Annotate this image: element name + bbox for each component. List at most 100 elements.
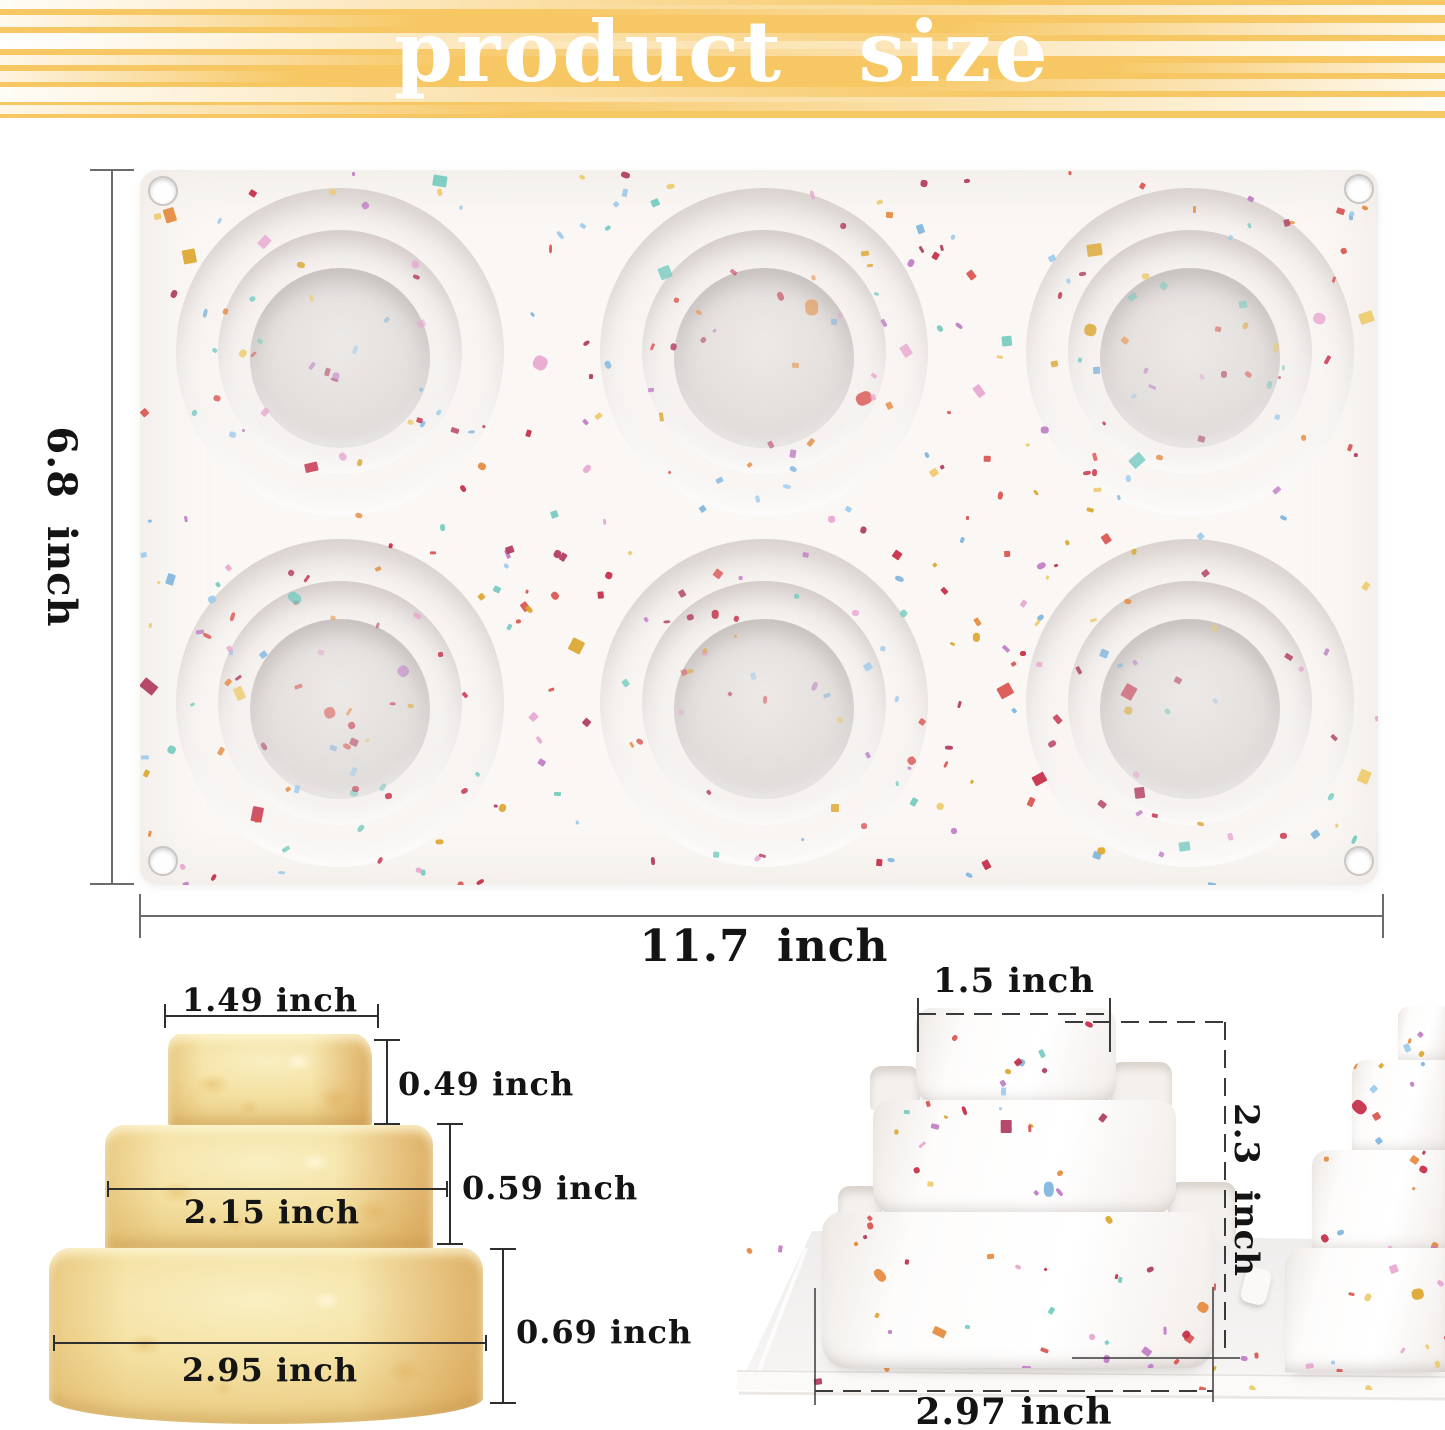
confetti-speck [964, 178, 971, 184]
confetti-speck [972, 383, 986, 398]
mold-cavity [1026, 188, 1354, 516]
confetti-speck [1053, 563, 1060, 569]
confetti-speck [1436, 1278, 1445, 1288]
dome-tier-top [916, 1008, 1116, 1104]
confetti-speck [593, 411, 603, 420]
confetti-speck [1043, 1181, 1054, 1197]
cake-bottom-diameter-label: 2.95 inch [181, 1351, 359, 1389]
confetti-speck [435, 839, 444, 845]
confetti-speck [602, 519, 607, 526]
confetti-speck [1421, 1150, 1427, 1156]
confetti-speck [1138, 182, 1146, 190]
confetti-speck [1374, 714, 1378, 722]
banner-stripe [0, 105, 540, 114]
confetti-speck [903, 1110, 911, 1115]
confetti-speck [1376, 551, 1378, 559]
confetti-speck [946, 410, 952, 415]
confetti-speck [1043, 1267, 1048, 1272]
cavity-floor [1100, 619, 1280, 799]
confetti-speck [552, 549, 562, 560]
confetti-speck [1087, 1332, 1096, 1342]
confetti-speck [928, 467, 940, 478]
confetti-speck [534, 735, 543, 745]
confetti-speck [459, 205, 463, 210]
mold-width-label: 11.7 inch [639, 921, 889, 972]
confetti-speck [1117, 1276, 1123, 1284]
confetti-speck [1103, 1354, 1111, 1363]
confetti-speck [1409, 1081, 1415, 1088]
confetti-speck [1047, 1306, 1056, 1315]
confetti-speck [492, 585, 502, 594]
confetti-speck [983, 455, 991, 462]
confetti-speck [1026, 796, 1036, 807]
confetti-speck [169, 289, 179, 300]
confetti-speck [1420, 1060, 1426, 1067]
confetti-speck [891, 549, 903, 561]
confetti-speck [1010, 707, 1018, 715]
mold-cavity [1026, 539, 1354, 867]
confetti-speck [1347, 1291, 1355, 1297]
confetti-speck [944, 745, 953, 750]
confetti-speck [1097, 847, 1106, 855]
confetti-speck [844, 505, 853, 514]
confetti-speck [1041, 1066, 1049, 1074]
confetti-speck [1425, 1343, 1431, 1350]
confetti-speck [950, 234, 956, 240]
confetti-speck [558, 551, 568, 562]
confetti-speck [1417, 1030, 1425, 1039]
confetti-speck [1173, 1358, 1181, 1366]
confetti-speck [931, 251, 940, 261]
confetti-speck [1001, 335, 1013, 347]
confetti-speck [525, 429, 533, 438]
confetti-speck [429, 551, 436, 555]
confetti-speck [1411, 1186, 1416, 1191]
confetti-speck [1097, 1112, 1108, 1123]
confetti-speck [966, 269, 977, 281]
confetti-speck [1027, 1124, 1032, 1133]
confetti-speck [620, 170, 631, 179]
confetti-speck [1356, 768, 1372, 785]
confetti-speck [916, 223, 926, 235]
confetti-speck [210, 873, 218, 882]
cake-bottom-height-label: 0.69 inch [516, 1313, 693, 1351]
confetti-speck [1339, 247, 1348, 255]
confetti-speck [431, 175, 448, 188]
confetti-speck [859, 525, 868, 534]
confetti-speck [853, 1240, 859, 1247]
confetti-speck [950, 827, 959, 835]
confetti-speck [1101, 533, 1113, 546]
dome-tier-bottom [822, 1212, 1214, 1368]
confetti-speck [1195, 1300, 1211, 1315]
confetti-speck [913, 1166, 921, 1174]
confetti-speck [1032, 489, 1039, 496]
cavity-floor [674, 619, 854, 799]
cake-top-height-label: 0.49 inch [398, 1065, 575, 1103]
confetti-speck [1371, 1111, 1382, 1122]
confetti-speck [153, 213, 163, 221]
confetti-speck [515, 619, 522, 625]
confetti-speck [1001, 1087, 1006, 1096]
confetti-speck [920, 179, 928, 188]
confetti-speck [1408, 1154, 1420, 1165]
cavity-step [218, 230, 462, 474]
confetti-speck [1036, 613, 1045, 623]
mold-cavity [600, 539, 928, 867]
confetti-speck [143, 769, 151, 778]
confetti-speck [995, 682, 1014, 700]
confetti-speck [828, 515, 836, 524]
confetti-speck [1320, 1232, 1331, 1244]
confetti-speck [935, 323, 945, 333]
confetti-speck [247, 189, 258, 198]
confetti-speck [1002, 644, 1011, 654]
confetti-speck [939, 244, 945, 252]
confetti-speck [579, 222, 587, 230]
dome-top-width-label: 1.5 inch [932, 961, 1096, 1001]
grommet-hole [148, 176, 178, 206]
confetti-speck [277, 870, 285, 875]
confetti-speck [1198, 1386, 1208, 1390]
confetti-speck [528, 711, 539, 723]
confetti-speck [888, 1330, 893, 1335]
confetti-speck [147, 830, 152, 837]
confetti-speck [906, 257, 916, 268]
